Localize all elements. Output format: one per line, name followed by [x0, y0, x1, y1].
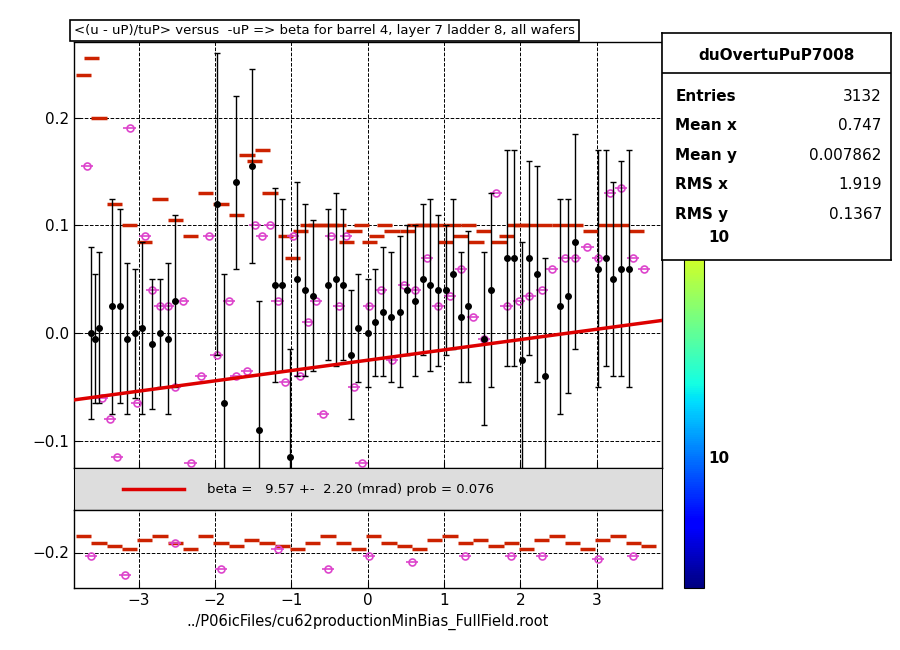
Text: 3132: 3132	[843, 88, 882, 104]
X-axis label: ../P06icFiles/cu62productionMinBias_FullField.root: ../P06icFiles/cu62productionMinBias_Full…	[186, 614, 549, 630]
Text: 10: 10	[708, 450, 729, 466]
Text: beta =   9.57 +-  2.20 (mrad) prob = 0.076: beta = 9.57 +- 2.20 (mrad) prob = 0.076	[207, 482, 494, 495]
Text: 0.007862: 0.007862	[809, 148, 882, 163]
Text: Mean y: Mean y	[675, 148, 737, 163]
Text: 1.919: 1.919	[838, 177, 882, 192]
Text: 0.747: 0.747	[839, 118, 882, 133]
Text: Mean x: Mean x	[675, 118, 737, 133]
Text: RMS x: RMS x	[675, 177, 728, 192]
Text: 0.1367: 0.1367	[829, 207, 882, 222]
Text: 10: 10	[708, 229, 729, 245]
Text: duOvertuPuP7008: duOvertuPuP7008	[698, 48, 854, 64]
Text: Entries: Entries	[675, 88, 736, 104]
Text: RMS y: RMS y	[675, 207, 728, 222]
Text: <(u - uP)/tuP> versus  -uP => beta for barrel 4, layer 7 ladder 8, all wafers: <(u - uP)/tuP> versus -uP => beta for ba…	[74, 24, 575, 37]
